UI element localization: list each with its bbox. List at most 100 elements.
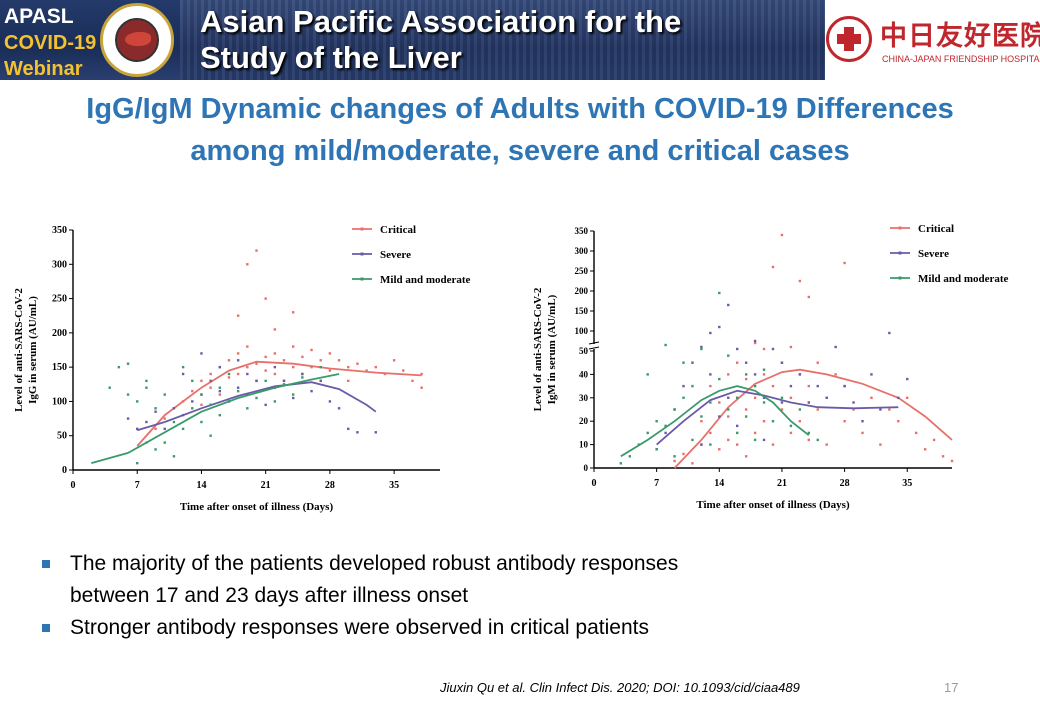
legend-marker [360, 277, 364, 281]
y-tick-label: 30 [579, 393, 589, 403]
data-point [691, 438, 694, 442]
data-point [655, 448, 658, 451]
axis-break-mark [588, 346, 600, 350]
y-tick-label: 0 [584, 463, 589, 473]
x-tick-label: 7 [654, 478, 659, 489]
data-point [181, 427, 185, 431]
legend-label: Severe [918, 248, 949, 260]
data-point [744, 455, 748, 458]
hospital-name-english: CHINA-JAPAN FRIENDSHIP HOSPITAL [882, 54, 1040, 64]
data-point [200, 393, 203, 396]
data-point [246, 372, 249, 376]
data-point [218, 413, 221, 417]
data-point [255, 249, 258, 252]
y-tick-label: 100 [52, 396, 67, 407]
data-point [852, 401, 855, 404]
data-point [200, 379, 203, 383]
data-point [108, 386, 111, 389]
data-point [932, 438, 936, 442]
data-point [753, 431, 757, 435]
liver-icon [125, 32, 151, 46]
y-tick-label: 200 [575, 286, 589, 296]
data-point [319, 379, 322, 383]
data-point [771, 265, 775, 269]
data-point [292, 311, 295, 314]
data-point [709, 373, 712, 376]
data-point [282, 383, 286, 386]
data-point [145, 420, 148, 424]
igm-chart: 0 7 14 21 28 3501020304050100150200250300350T… [532, 223, 1009, 511]
y-tick-label: 250 [52, 294, 67, 305]
data-point [255, 379, 258, 383]
webinar-label: APASL COVID-19 Webinar [4, 4, 104, 80]
data-point [709, 331, 712, 335]
data-point [628, 455, 631, 458]
data-point [246, 345, 249, 348]
data-point [709, 401, 712, 404]
data-point [181, 372, 185, 376]
legend-label: Severe [380, 249, 411, 261]
data-point [700, 420, 703, 423]
data-point [209, 434, 212, 437]
data-point [246, 263, 249, 266]
legend-label: Mild and moderate [918, 273, 1009, 285]
data-point [888, 408, 891, 411]
data-point [200, 403, 203, 407]
data-point [700, 415, 703, 418]
data-point [356, 431, 359, 434]
data-point [682, 361, 685, 364]
bullet-text-1b: between 17 and 23 days after illness ons… [70, 584, 469, 607]
bullet-item-1: The majority of the patients developed r… [40, 548, 840, 612]
x-tick-label: 0 [592, 478, 597, 489]
header-banner: APASL COVID-19 Webinar Asian Pacific Ass… [0, 0, 825, 80]
y-axis-title-line1: Level of anti-SARS-CoV-2 [13, 288, 25, 412]
data-point [126, 393, 130, 396]
y-tick-label: 350 [52, 225, 67, 236]
data-point [762, 420, 766, 423]
data-point [861, 431, 864, 435]
y-tick-label: 150 [575, 306, 589, 316]
hospital-cross-icon [826, 16, 872, 62]
organization-name-line1: Asian Pacific Association for the [200, 4, 682, 39]
data-point [762, 396, 766, 399]
data-point [727, 303, 730, 307]
data-point [718, 415, 721, 418]
logo-emblem [115, 18, 159, 62]
data-point [273, 365, 277, 369]
webinar-text: Webinar [4, 58, 83, 80]
data-point [236, 372, 240, 376]
data-point [798, 408, 802, 411]
data-point [718, 401, 721, 404]
x-tick-label: 35 [389, 480, 399, 491]
data-point [328, 400, 332, 403]
data-point [365, 369, 368, 372]
legend-marker [898, 276, 902, 280]
data-point [236, 386, 240, 389]
data-point [744, 373, 748, 376]
data-point [753, 396, 757, 399]
data-point [744, 377, 748, 381]
slide-title: IgG/IgM Dynamic changes of Adults with C… [0, 88, 1040, 172]
data-point [780, 233, 784, 237]
data-point [691, 384, 694, 388]
data-point [420, 386, 423, 389]
data-point [843, 384, 846, 388]
data-point [762, 438, 766, 442]
data-point [718, 291, 721, 295]
data-point [664, 431, 667, 435]
data-point [915, 431, 918, 435]
data-point [709, 384, 712, 388]
data-point [264, 369, 267, 372]
data-point [246, 407, 249, 410]
bullet-text-1a: The majority of the patients developed r… [70, 552, 679, 575]
data-point [780, 396, 784, 399]
data-point [136, 427, 139, 431]
x-tick-label: 21 [261, 480, 271, 491]
data-point [154, 427, 157, 431]
hospital-logo: 中日友好医院 CHINA-JAPAN FRIENDSHIP HOSPITAL [826, 10, 1040, 72]
data-point [691, 462, 694, 465]
data-point [718, 325, 721, 329]
y-axis-title-line2: IgM in serum (AU/mL) [546, 294, 558, 404]
data-point [172, 420, 176, 424]
data-point [843, 420, 846, 423]
